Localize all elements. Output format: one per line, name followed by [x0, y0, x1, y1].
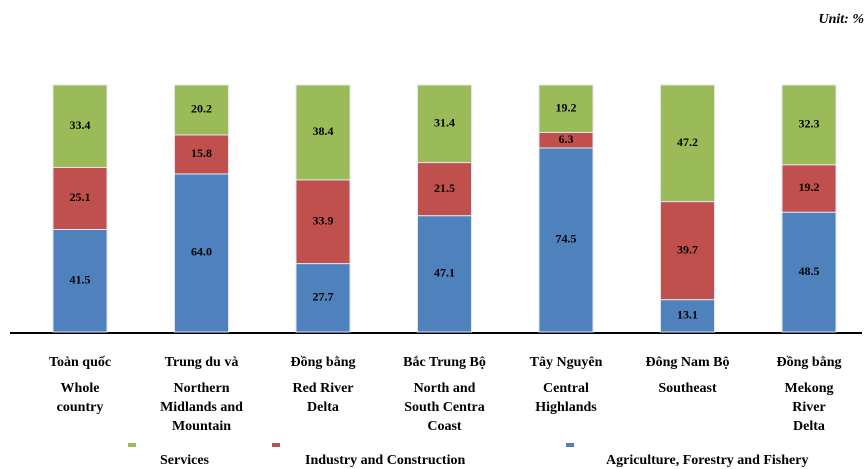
category-label: River	[792, 400, 825, 415]
bar-segment	[52, 228, 108, 333]
legend-marker	[128, 443, 136, 447]
value-label: 31.4	[434, 116, 455, 130]
bar-segment	[781, 164, 837, 213]
value-label: 25.1	[70, 190, 91, 204]
value-label: 64.0	[191, 245, 212, 259]
legend-marker	[272, 443, 280, 447]
value-label: 33.9	[313, 213, 334, 227]
bar-segment	[295, 179, 351, 265]
value-label: 47.1	[434, 266, 455, 280]
bar-segment	[538, 84, 594, 133]
bar-segment	[174, 84, 229, 136]
value-label: 15.8	[191, 146, 212, 160]
value-label: 6.3	[559, 132, 574, 146]
category-label-vi: Trung du và	[165, 355, 239, 370]
bar-segment	[417, 162, 472, 217]
legend-label: Services	[160, 453, 210, 468]
bar-segment	[295, 84, 351, 181]
value-label: 74.5	[556, 232, 577, 246]
category-label-vi: Đồng bằng	[777, 355, 842, 370]
bar-segment	[174, 173, 229, 333]
category-label: Southeast	[658, 381, 717, 396]
bar-segment	[781, 84, 837, 166]
category-label-vi: Đông Nam Bộ	[645, 355, 729, 370]
category-label: country	[57, 400, 104, 415]
bar-segment	[660, 201, 715, 301]
bar-segment	[295, 263, 351, 333]
value-label: 38.4	[313, 124, 334, 138]
category-label: Mountain	[172, 419, 231, 434]
value-label: 41.5	[70, 272, 91, 286]
category-label: Delta	[307, 400, 339, 415]
bar-segment	[660, 299, 715, 333]
value-label: 27.7	[313, 290, 334, 304]
bar-segment	[660, 84, 715, 203]
category-label-vi: Tây Nguyên	[530, 355, 603, 370]
unit-label: Unit: %	[819, 12, 865, 27]
value-label: 39.7	[677, 242, 698, 256]
category-label: Mekong	[785, 381, 834, 396]
value-label: 21.5	[434, 181, 455, 195]
category-label: North and	[414, 381, 476, 396]
bar-segment	[781, 211, 837, 333]
value-label: 47.2	[677, 135, 698, 149]
category-label-vi: Bắc Trung Bộ	[403, 355, 486, 370]
category-label: Midlands and	[160, 400, 243, 415]
legend-label: Agriculture, Forestry and Fishery	[606, 453, 808, 468]
bar-segment	[174, 134, 229, 175]
value-label: 33.4	[70, 118, 91, 132]
legend-marker	[566, 443, 574, 447]
category-label: Northern	[174, 381, 230, 396]
category-label: Whole	[61, 381, 100, 396]
bar-segment	[417, 215, 472, 333]
category-label-vi: Toàn quốc	[49, 355, 111, 370]
value-label: 19.2	[556, 100, 577, 114]
value-label: 20.2	[191, 102, 212, 116]
category-label-vi: Đồng bằng	[291, 355, 356, 370]
category-label: South Centra	[404, 400, 485, 415]
bar-segment	[538, 147, 594, 333]
legend-label: Industry and Construction	[305, 453, 465, 468]
category-label: Central	[543, 381, 589, 396]
bar-segment	[52, 84, 108, 168]
category-label: Delta	[793, 419, 825, 434]
bar-segment	[417, 84, 472, 164]
value-label: 48.5	[799, 264, 820, 278]
value-label: 13.1	[677, 308, 698, 322]
bar-segment	[52, 166, 108, 230]
category-label: Highlands	[535, 400, 597, 415]
category-label: Red River	[292, 381, 353, 396]
category-label: Coast	[427, 419, 462, 434]
value-label: 19.2	[799, 180, 820, 194]
value-label: 32.3	[799, 117, 820, 131]
